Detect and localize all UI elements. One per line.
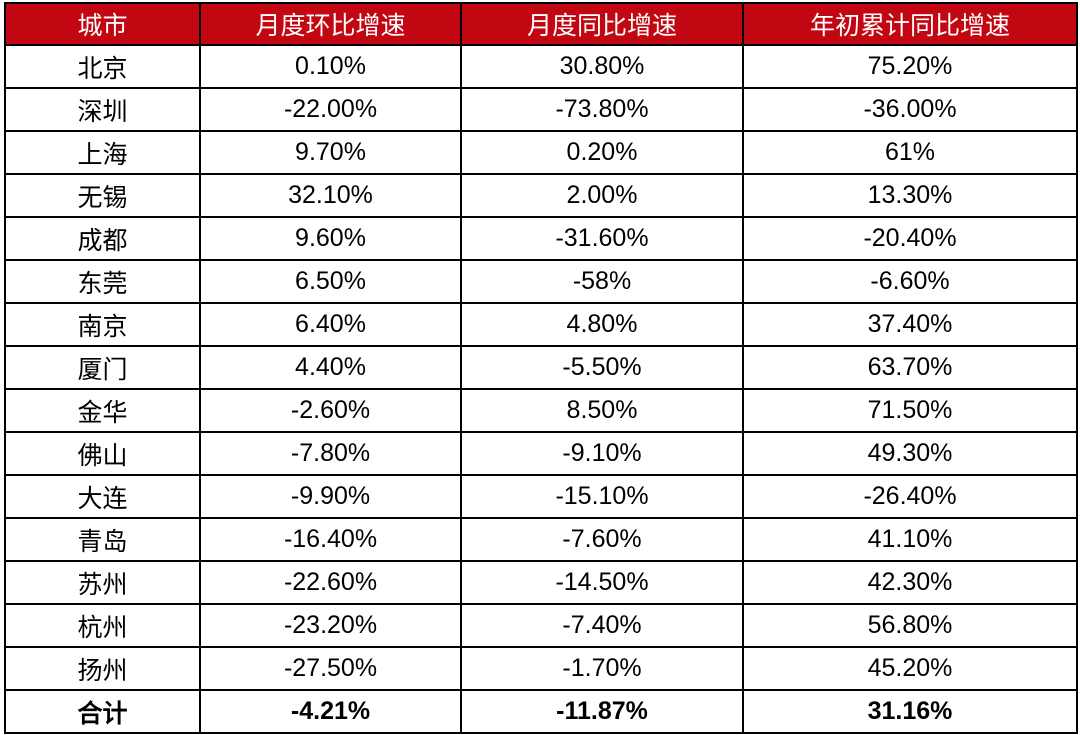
mom-growth-cell: -22.00%: [199, 87, 462, 132]
header-cell-ytd-growth: 年初累计同比增速: [742, 2, 1078, 46]
yoy-growth-cell: 30.80%: [460, 44, 744, 89]
mom-growth-cell: -27.50%: [199, 646, 462, 691]
header-cell-yoy-growth: 月度同比增速: [460, 2, 744, 46]
ytd-growth-cell: 41.10%: [742, 517, 1078, 562]
yoy-growth-cell: -58%: [460, 259, 744, 304]
mom-growth-cell: -22.60%: [199, 560, 462, 605]
yoy-growth-cell: -7.40%: [460, 603, 744, 648]
mom-growth-cell: 32.10%: [199, 173, 462, 218]
table-row: 南京 6.40% 4.80% 37.40%: [4, 302, 1078, 347]
city-cell: 成都: [4, 216, 201, 261]
mom-growth-cell: -2.60%: [199, 388, 462, 433]
table-row: 扬州 -27.50% -1.70% 45.20%: [4, 646, 1078, 691]
table-row: 佛山 -7.80% -9.10% 49.30%: [4, 431, 1078, 476]
ytd-growth-cell: 56.80%: [742, 603, 1078, 648]
mom-growth-cell: 0.10%: [199, 44, 462, 89]
ytd-growth-cell: 42.30%: [742, 560, 1078, 605]
city-cell: 深圳: [4, 87, 201, 132]
mom-growth-cell: -7.80%: [199, 431, 462, 476]
city-cell: 南京: [4, 302, 201, 347]
yoy-growth-cell: -7.60%: [460, 517, 744, 562]
city-cell: 东莞: [4, 259, 201, 304]
yoy-growth-cell: -9.10%: [460, 431, 744, 476]
ytd-growth-cell: -36.00%: [742, 87, 1078, 132]
ytd-growth-cell: -26.40%: [742, 474, 1078, 519]
yoy-growth-cell: -5.50%: [460, 345, 744, 390]
table-row: 杭州 -23.20% -7.40% 56.80%: [4, 603, 1078, 648]
ytd-growth-cell: 31.16%: [742, 689, 1078, 734]
table-row: 苏州 -22.60% -14.50% 42.30%: [4, 560, 1078, 605]
mom-growth-cell: 6.50%: [199, 259, 462, 304]
table-row: 厦门 4.40% -5.50% 63.70%: [4, 345, 1078, 390]
city-cell: 杭州: [4, 603, 201, 648]
ytd-growth-cell: 37.40%: [742, 302, 1078, 347]
ytd-growth-cell: 71.50%: [742, 388, 1078, 433]
yoy-growth-cell: 8.50%: [460, 388, 744, 433]
ytd-growth-cell: 45.20%: [742, 646, 1078, 691]
header-cell-city: 城市: [4, 2, 201, 46]
yoy-growth-cell: -11.87%: [460, 689, 744, 734]
city-cell: 扬州: [4, 646, 201, 691]
table-header: 城市 月度环比增速 月度同比增速 年初累计同比增速: [4, 2, 1078, 46]
table-row: 北京 0.10% 30.80% 75.20%: [4, 44, 1078, 89]
yoy-growth-cell: 2.00%: [460, 173, 744, 218]
city-cell: 青岛: [4, 517, 201, 562]
mom-growth-cell: -16.40%: [199, 517, 462, 562]
total-row: 合计 -4.21% -11.87% 31.16%: [4, 689, 1078, 734]
header-cell-mom-growth: 月度环比增速: [199, 2, 462, 46]
table-row: 金华 -2.60% 8.50% 71.50%: [4, 388, 1078, 433]
city-cell: 无锡: [4, 173, 201, 218]
city-cell: 佛山: [4, 431, 201, 476]
table-body: 北京 0.10% 30.80% 75.20% 深圳 -22.00% -73.80…: [4, 44, 1078, 734]
city-cell: 大连: [4, 474, 201, 519]
ytd-growth-cell: 63.70%: [742, 345, 1078, 390]
table-row: 大连 -9.90% -15.10% -26.40%: [4, 474, 1078, 519]
city-cell: 上海: [4, 130, 201, 175]
yoy-growth-cell: 0.20%: [460, 130, 744, 175]
yoy-growth-cell: -1.70%: [460, 646, 744, 691]
ytd-growth-cell: 61%: [742, 130, 1078, 175]
table-row: 青岛 -16.40% -7.60% 41.10%: [4, 517, 1078, 562]
mom-growth-cell: 9.70%: [199, 130, 462, 175]
table-row: 深圳 -22.00% -73.80% -36.00%: [4, 87, 1078, 132]
city-cell: 北京: [4, 44, 201, 89]
city-cell: 苏州: [4, 560, 201, 605]
ytd-growth-cell: -6.60%: [742, 259, 1078, 304]
mom-growth-cell: 4.40%: [199, 345, 462, 390]
yoy-growth-cell: -31.60%: [460, 216, 744, 261]
ytd-growth-cell: 49.30%: [742, 431, 1078, 476]
ytd-growth-cell: 75.20%: [742, 44, 1078, 89]
yoy-growth-cell: -73.80%: [460, 87, 744, 132]
yoy-growth-cell: -15.10%: [460, 474, 744, 519]
mom-growth-cell: -9.90%: [199, 474, 462, 519]
ytd-growth-cell: -20.40%: [742, 216, 1078, 261]
yoy-growth-cell: 4.80%: [460, 302, 744, 347]
header-row: 城市 月度环比增速 月度同比增速 年初累计同比增速: [4, 2, 1078, 46]
mom-growth-cell: 6.40%: [199, 302, 462, 347]
city-cell: 合计: [4, 689, 201, 734]
mom-growth-cell: -4.21%: [199, 689, 462, 734]
table-row: 无锡 32.10% 2.00% 13.30%: [4, 173, 1078, 218]
mom-growth-cell: 9.60%: [199, 216, 462, 261]
table-row: 上海 9.70% 0.20% 61%: [4, 130, 1078, 175]
table-row: 东莞 6.50% -58% -6.60%: [4, 259, 1078, 304]
city-cell: 金华: [4, 388, 201, 433]
city-cell: 厦门: [4, 345, 201, 390]
table-row: 成都 9.60% -31.60% -20.40%: [4, 216, 1078, 261]
city-growth-table: 城市 月度环比增速 月度同比增速 年初累计同比增速 北京 0.10% 30.80…: [4, 2, 1078, 734]
mom-growth-cell: -23.20%: [199, 603, 462, 648]
ytd-growth-cell: 13.30%: [742, 173, 1078, 218]
yoy-growth-cell: -14.50%: [460, 560, 744, 605]
